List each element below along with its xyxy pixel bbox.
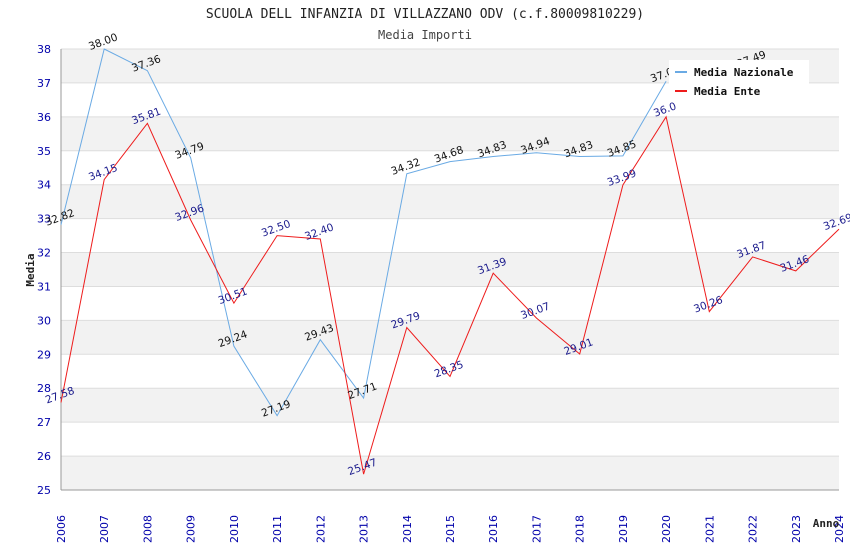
x-tick-label: 2008	[141, 515, 154, 543]
y-tick-label: 33	[37, 213, 51, 226]
x-tick-label: 2019	[617, 515, 630, 543]
x-tick-label: 2021	[703, 515, 716, 543]
x-tick-label: 2013	[358, 515, 371, 543]
x-tick-label: 2015	[444, 515, 457, 543]
legend-box	[669, 60, 809, 101]
x-tick-label: 2010	[228, 515, 241, 543]
x-tick-label: 2024	[833, 515, 846, 543]
data-label-ente: 30.51	[217, 285, 249, 307]
series-line-ente	[60, 115, 840, 475]
y-axis-label: Media	[24, 253, 37, 286]
y-tick-label: 28	[37, 382, 51, 395]
y-tick-label: 32	[37, 247, 51, 260]
grid-band	[61, 456, 839, 490]
legend-label: Media Nazionale	[694, 66, 794, 79]
data-label-ente: 30.07	[519, 300, 551, 322]
data-label-ente: 32.40	[303, 221, 335, 243]
x-tick-label: 2017	[530, 515, 543, 543]
chart-subtitle: Media Importi	[378, 28, 472, 42]
data-label-ente: 30.26	[692, 294, 725, 316]
grid-band	[61, 388, 839, 423]
x-tick-label: 2011	[271, 515, 284, 543]
y-tick-label: 36	[37, 111, 51, 124]
y-tick-label: 27	[37, 416, 51, 429]
y-tick-label: 25	[37, 484, 51, 497]
grid-band	[61, 252, 839, 287]
x-tick-label: 2020	[660, 515, 673, 543]
x-tick-label: 2023	[790, 515, 803, 543]
x-tick-label: 2007	[98, 515, 111, 543]
grid-band	[61, 320, 839, 355]
x-tick-label: 2012	[314, 515, 327, 543]
grid-band	[61, 116, 839, 151]
chart-title: SCUOLA DELL INFANZIA DI VILLAZZANO ODV (…	[206, 7, 644, 22]
data-label-nazionale: 32.82	[44, 207, 76, 229]
x-tick-label: 2022	[747, 515, 760, 543]
y-tick-label: 38	[37, 43, 51, 56]
x-tick-label: 2009	[185, 515, 198, 543]
x-tick-label: 2018	[574, 515, 587, 543]
x-tick-label: 2014	[401, 515, 414, 543]
legend-label: Media Ente	[694, 85, 761, 98]
y-tick-label: 29	[37, 348, 51, 361]
series-line-nazionale	[61, 49, 753, 416]
grid-band	[61, 184, 839, 219]
y-tick-label: 37	[37, 77, 51, 90]
x-tick-label: 2016	[487, 515, 500, 543]
y-tick-label: 26	[37, 450, 51, 463]
x-axis-label: Anno	[813, 517, 840, 530]
y-tick-label: 30	[37, 314, 51, 327]
y-tick-label: 31	[37, 280, 51, 293]
y-tick-label: 35	[37, 145, 51, 158]
x-tick-label: 2006	[55, 515, 68, 543]
data-label-nazionale: 34.32	[390, 156, 422, 178]
data-label-ente: 34.15	[87, 162, 119, 184]
y-tick-label: 34	[37, 179, 51, 192]
